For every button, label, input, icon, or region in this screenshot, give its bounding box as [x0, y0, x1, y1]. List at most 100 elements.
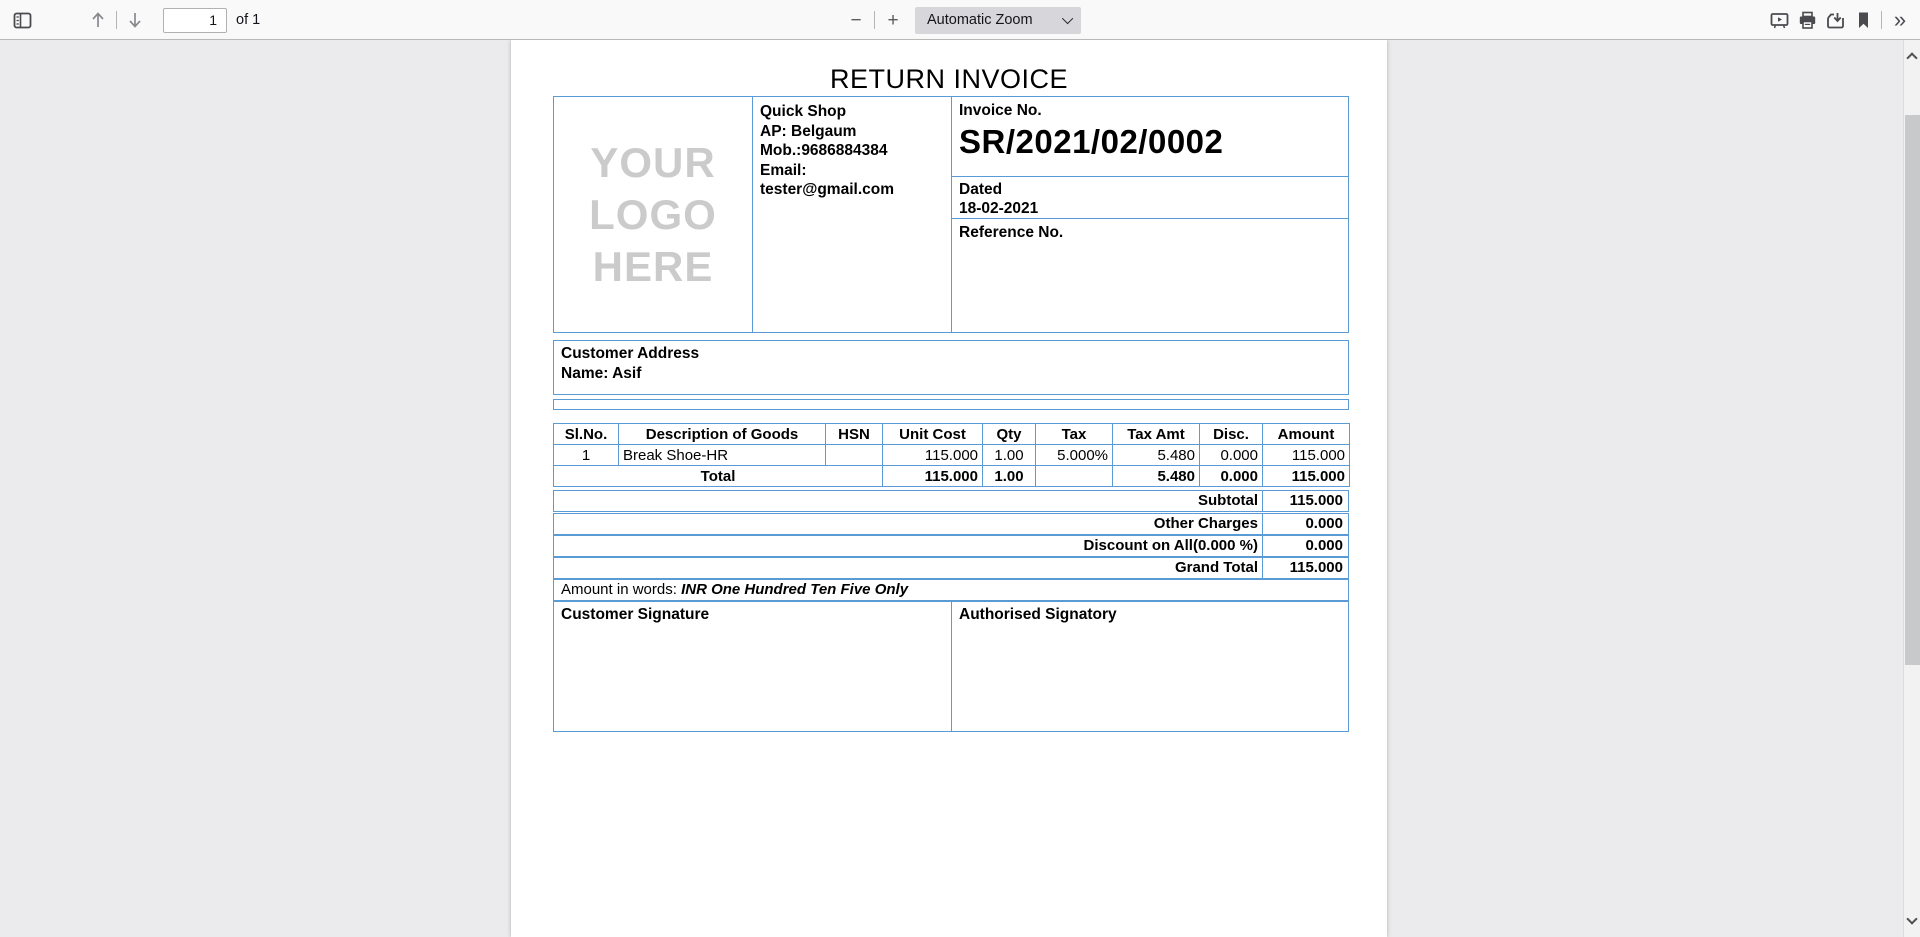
download-icon — [1826, 12, 1844, 28]
double-chevron-icon: » — [1893, 7, 1907, 32]
printer-icon — [1799, 11, 1815, 29]
download-button[interactable] — [1821, 6, 1849, 34]
tools-menu-button[interactable]: » — [1886, 6, 1914, 34]
presentation-icon — [1770, 12, 1788, 28]
item-amount: 115.000 — [1262, 444, 1350, 466]
summary-label: Grand Total — [554, 558, 1263, 578]
zoom-out-button[interactable]: − — [842, 6, 870, 34]
col-header: Qty — [982, 423, 1036, 445]
summary-value: 0.000 — [1305, 537, 1343, 554]
toolbar-divider — [1881, 11, 1882, 29]
zoom-level-select[interactable]: Automatic Zoom — [915, 6, 1081, 34]
item-qty: 1.00 — [982, 444, 1036, 466]
scroll-down-icon[interactable] — [1906, 913, 1918, 925]
print-button[interactable] — [1793, 6, 1821, 34]
col-header: Amount — [1262, 423, 1350, 445]
logo-placeholder: YOUR LOGO HERE — [554, 97, 753, 332]
arrow-up-icon — [92, 12, 104, 27]
customer-name: Name: Asif — [561, 364, 642, 382]
toggle-sidebar-button[interactable] — [8, 6, 36, 34]
summary-row-discount: Discount on All(0.000 %) 0.000 — [553, 535, 1349, 557]
pdf-page: RETURN INVOICE YOUR LOGO HERE Quick Shop… — [511, 40, 1387, 937]
customer-address-box: Customer Address Name: Asif — [553, 340, 1349, 395]
seller-details: Quick Shop AP: Belgaum Mob.:9686884384 E… — [753, 97, 952, 332]
authorised-signatory-label: Authorised Signatory — [959, 606, 1117, 623]
col-header: Tax Amt — [1112, 423, 1200, 445]
invoice-number: SR/2021/02/0002 — [959, 123, 1224, 160]
seller-email: Email: tester@gmail.com — [760, 161, 894, 199]
toolbar-divider — [874, 11, 875, 29]
page-count-label: of 1 — [236, 12, 261, 28]
customer-signature-label: Customer Signature — [554, 602, 952, 731]
invoice-meta: Invoice No. SR/2021/02/0002 Dated 18-02-… — [952, 97, 1348, 332]
amount-in-words-label: Amount in words: — [561, 581, 682, 598]
seller-name: Quick Shop — [760, 103, 847, 120]
invoice-no-label: Invoice No. — [959, 102, 1042, 119]
current-view-button[interactable] — [1849, 6, 1877, 34]
summary-value: 0.000 — [1305, 515, 1343, 532]
arrow-down-icon — [129, 13, 141, 28]
invoice-header-box: YOUR LOGO HERE Quick Shop AP: Belgaum Mo… — [553, 96, 1349, 333]
summary-row-subtotal: Subtotal 115.000 — [553, 490, 1349, 512]
dated-value: 18-02-2021 — [959, 200, 1039, 217]
item-row: 1 Break Shoe-HR 115.000 1.00 5.000% 5.48… — [553, 444, 1350, 466]
document-title: RETURN INVOICE — [829, 64, 1069, 94]
item-slno: 1 — [553, 444, 619, 466]
summary-row-other-charges: Other Charges 0.000 — [553, 513, 1349, 535]
signature-box: Customer Signature Authorised Signatory — [553, 601, 1349, 732]
empty-strip-row — [553, 399, 1349, 410]
items-header-row: Sl.No. Description of Goods HSN Unit Cos… — [553, 423, 1350, 445]
toolbar-divider — [116, 11, 117, 29]
total-tax — [1035, 465, 1113, 487]
summary-label: Other Charges — [554, 514, 1263, 534]
logo-line: LOGO — [589, 190, 717, 238]
amount-in-words-value: INR One Hundred Ten Five Only — [681, 581, 909, 598]
item-hsn — [825, 444, 883, 466]
dated-label: Dated — [959, 181, 1003, 198]
logo-line: HERE — [592, 242, 714, 290]
col-header: Description of Goods — [618, 423, 826, 445]
col-header: Tax — [1035, 423, 1113, 445]
total-amount: 115.000 — [1262, 465, 1350, 487]
item-disc: 0.000 — [1199, 444, 1263, 466]
presentation-mode-button[interactable] — [1765, 6, 1793, 34]
total-tax-amt: 5.480 — [1112, 465, 1200, 487]
previous-page-button[interactable] — [84, 6, 112, 34]
items-table: Sl.No. Description of Goods HSN Unit Cos… — [553, 423, 1350, 487]
pdf-toolbar: of 1 − + Automatic Zoom — [0, 0, 1920, 40]
summary-label: Subtotal — [554, 491, 1263, 511]
customer-address-heading: Customer Address — [561, 345, 700, 362]
plus-icon: + — [887, 9, 899, 31]
vertical-scrollbar[interactable] — [1903, 40, 1920, 937]
pdf-viewer-canvas: RETURN INVOICE YOUR LOGO HERE Quick Shop… — [0, 40, 1903, 937]
item-description: Break Shoe-HR — [618, 444, 826, 466]
item-tax: 5.000% — [1035, 444, 1113, 466]
summary-value: 115.000 — [1289, 492, 1343, 509]
total-unit-cost: 115.000 — [882, 465, 983, 487]
summary-label: Discount on All(0.000 %) — [554, 536, 1263, 556]
seller-address: AP: Belgaum — [760, 122, 857, 140]
summary-value: 115.000 — [1289, 559, 1343, 576]
scrollbar-thumb[interactable] — [1905, 115, 1920, 665]
total-disc: 0.000 — [1199, 465, 1263, 487]
next-page-button[interactable] — [121, 6, 149, 34]
items-table-container: Sl.No. Description of Goods HSN Unit Cos… — [553, 423, 1350, 487]
total-label: Total — [553, 465, 883, 487]
scroll-up-icon[interactable] — [1906, 52, 1918, 64]
item-tax-amt: 5.480 — [1112, 444, 1200, 466]
sidebar-icon — [13, 12, 31, 28]
amount-in-words-row: Amount in words: INR One Hundred Ten Fiv… — [553, 579, 1349, 601]
reference-no-label: Reference No. — [959, 224, 1064, 241]
minus-icon: − — [850, 9, 862, 31]
col-header: Disc. — [1199, 423, 1263, 445]
zoom-level-value: Automatic Zoom — [927, 12, 1033, 28]
item-unit-cost: 115.000 — [882, 444, 983, 466]
page-number-input[interactable] — [163, 7, 227, 33]
items-total-row: Total 115.000 1.00 5.480 0.000 115.000 — [553, 465, 1350, 487]
logo-line: YOUR — [590, 138, 716, 186]
col-header: HSN — [825, 423, 883, 445]
zoom-in-button[interactable]: + — [879, 6, 907, 34]
seller-mobile: Mob.:9686884384 — [760, 142, 888, 159]
bookmark-icon — [1858, 12, 1868, 28]
col-header: Sl.No. — [553, 423, 619, 445]
